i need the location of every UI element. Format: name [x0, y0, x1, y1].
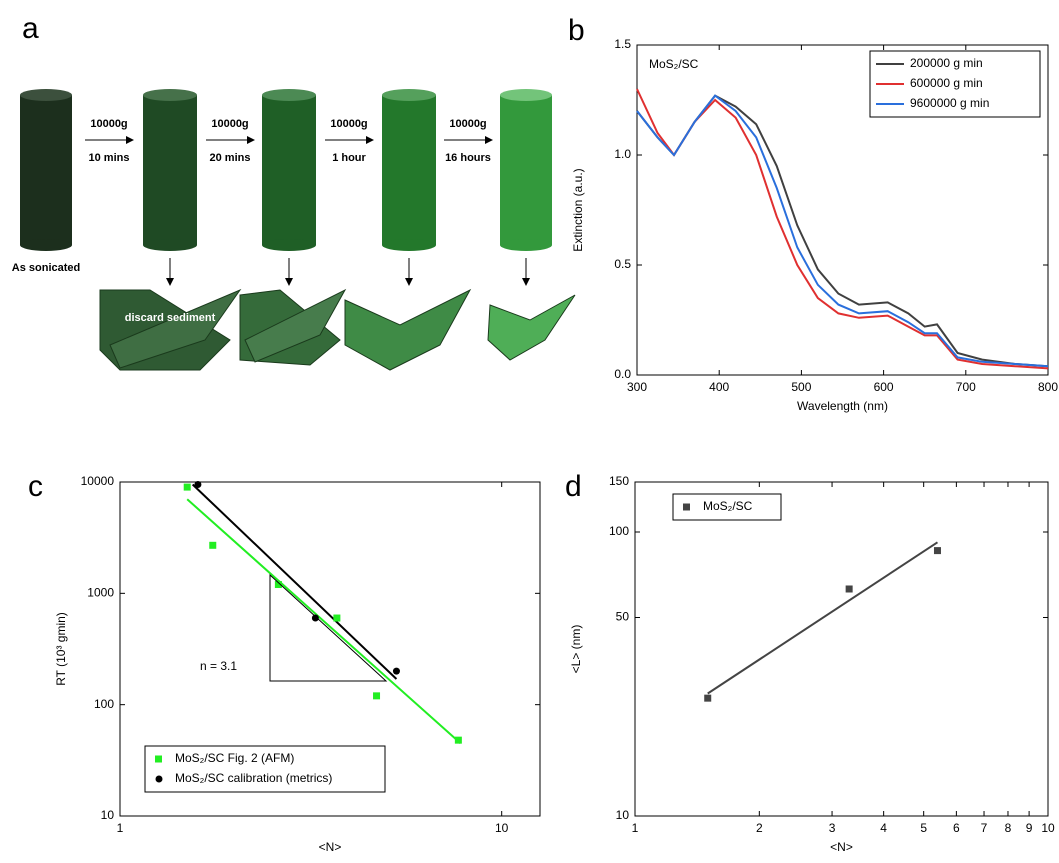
line-series — [636, 94, 1049, 368]
legend-box — [144, 745, 386, 793]
line-series — [636, 88, 1049, 370]
step-time: 16 hours — [445, 152, 491, 164]
point — [194, 480, 202, 488]
legend-label: 200000 g min — [910, 56, 983, 70]
legend-label: MoS₂/SC calibration (metrics) — [175, 771, 332, 785]
plot-frame — [119, 481, 541, 817]
start-label: As sonicated — [12, 262, 80, 274]
fit-line — [186, 498, 462, 745]
plot-frame — [636, 44, 1049, 376]
y-tick-label: 100 — [609, 524, 629, 538]
y-tick-label: 10 — [101, 808, 115, 822]
y-axis-label: Extinction (a.u.) — [571, 168, 585, 251]
step-speed: 10000g — [211, 118, 248, 130]
x-tick-label: 10 — [495, 821, 509, 835]
legend-box — [672, 493, 782, 521]
point — [311, 614, 319, 622]
point — [454, 736, 462, 744]
legend-swatch — [683, 503, 690, 511]
fit-line — [707, 541, 939, 695]
y-tick-label: 50 — [616, 610, 630, 624]
y-tick-label: 10000 — [81, 474, 115, 488]
x-tick-label: 8 — [1005, 821, 1012, 835]
line-series — [636, 94, 1049, 368]
step-time: 10 mins — [89, 152, 130, 164]
point — [845, 585, 853, 593]
x-axis-label: <N> — [830, 840, 853, 854]
point — [333, 614, 341, 622]
fit-line — [191, 483, 398, 680]
x-tick-label: 10 — [1041, 821, 1055, 835]
x-tick-label: 3 — [829, 821, 836, 835]
panel-label: b — [568, 14, 585, 47]
step-time: 1 hour — [332, 152, 366, 164]
y-tick-label: 0.5 — [614, 257, 631, 271]
y-tick-label: 1000 — [87, 586, 114, 600]
panel-label: d — [565, 470, 582, 503]
point — [209, 541, 217, 549]
plot-frame — [634, 481, 1049, 817]
x-tick-label: 600 — [874, 380, 894, 394]
x-tick-label: 800 — [1038, 380, 1058, 394]
legend-label: 600000 g min — [910, 76, 983, 90]
y-tick-label: 100 — [94, 697, 114, 711]
panel-a: a As sonicated 10000g 10 mins 10000g 20 … — [12, 12, 576, 371]
y-tick-label: 1.5 — [614, 37, 631, 51]
y-axis-label: RT (10³ gmin) — [54, 612, 68, 686]
x-tick-label: 7 — [981, 821, 988, 835]
point — [704, 694, 712, 702]
x-tick-label: 2 — [756, 821, 763, 835]
panel-label: c — [28, 470, 43, 503]
y-axis-label: <L> (nm) — [569, 625, 583, 674]
step-speed: 10000g — [449, 118, 486, 130]
annotation: n = 3.1 — [200, 659, 237, 673]
legend-swatch — [155, 755, 162, 763]
y-tick-label: 1.0 — [614, 147, 631, 161]
y-tick-label: 0.0 — [614, 367, 631, 381]
x-tick-label: 700 — [956, 380, 976, 394]
x-tick-label: 1 — [117, 821, 124, 835]
sediments — [99, 288, 576, 371]
legend-label: 9600000 g min — [910, 96, 989, 110]
x-tick-label: 300 — [627, 380, 647, 394]
sediment-label: discard sediment — [125, 312, 216, 324]
point — [933, 547, 941, 555]
charts: b 300 400 500 600 700 800 0.0 0.5 1.0 1.5 Wavelengt… — [28, 14, 1058, 854]
point — [392, 667, 400, 675]
step-speed: 10000g — [330, 118, 367, 130]
annotation: MoS₂/SC — [649, 57, 699, 71]
point — [274, 581, 282, 589]
point — [183, 483, 191, 491]
y-tick-label: 150 — [609, 474, 629, 488]
legend-swatch — [155, 775, 163, 783]
y-tick-label: 10 — [616, 808, 630, 822]
x-tick-label: 5 — [920, 821, 927, 835]
step-time: 20 mins — [210, 152, 251, 164]
x-axis-label: <N> — [319, 840, 342, 854]
point — [373, 692, 381, 700]
x-tick-label: 500 — [791, 380, 811, 394]
legend-label: MoS₂/SC Fig. 2 (AFM) — [175, 751, 294, 765]
panel-label: a — [22, 12, 39, 45]
legend-label: MoS₂/SC — [703, 499, 753, 513]
cylinders — [20, 89, 552, 251]
x-tick-label: 9 — [1026, 821, 1033, 835]
arrows — [85, 136, 530, 286]
x-tick-label: 1 — [632, 821, 639, 835]
step-speed: 10000g — [90, 118, 127, 130]
x-axis-label: Wavelength (nm) — [797, 399, 888, 413]
x-tick-label: 6 — [953, 821, 960, 835]
x-tick-label: 400 — [709, 380, 729, 394]
n-triangle — [269, 573, 388, 682]
x-tick-label: 4 — [880, 821, 887, 835]
